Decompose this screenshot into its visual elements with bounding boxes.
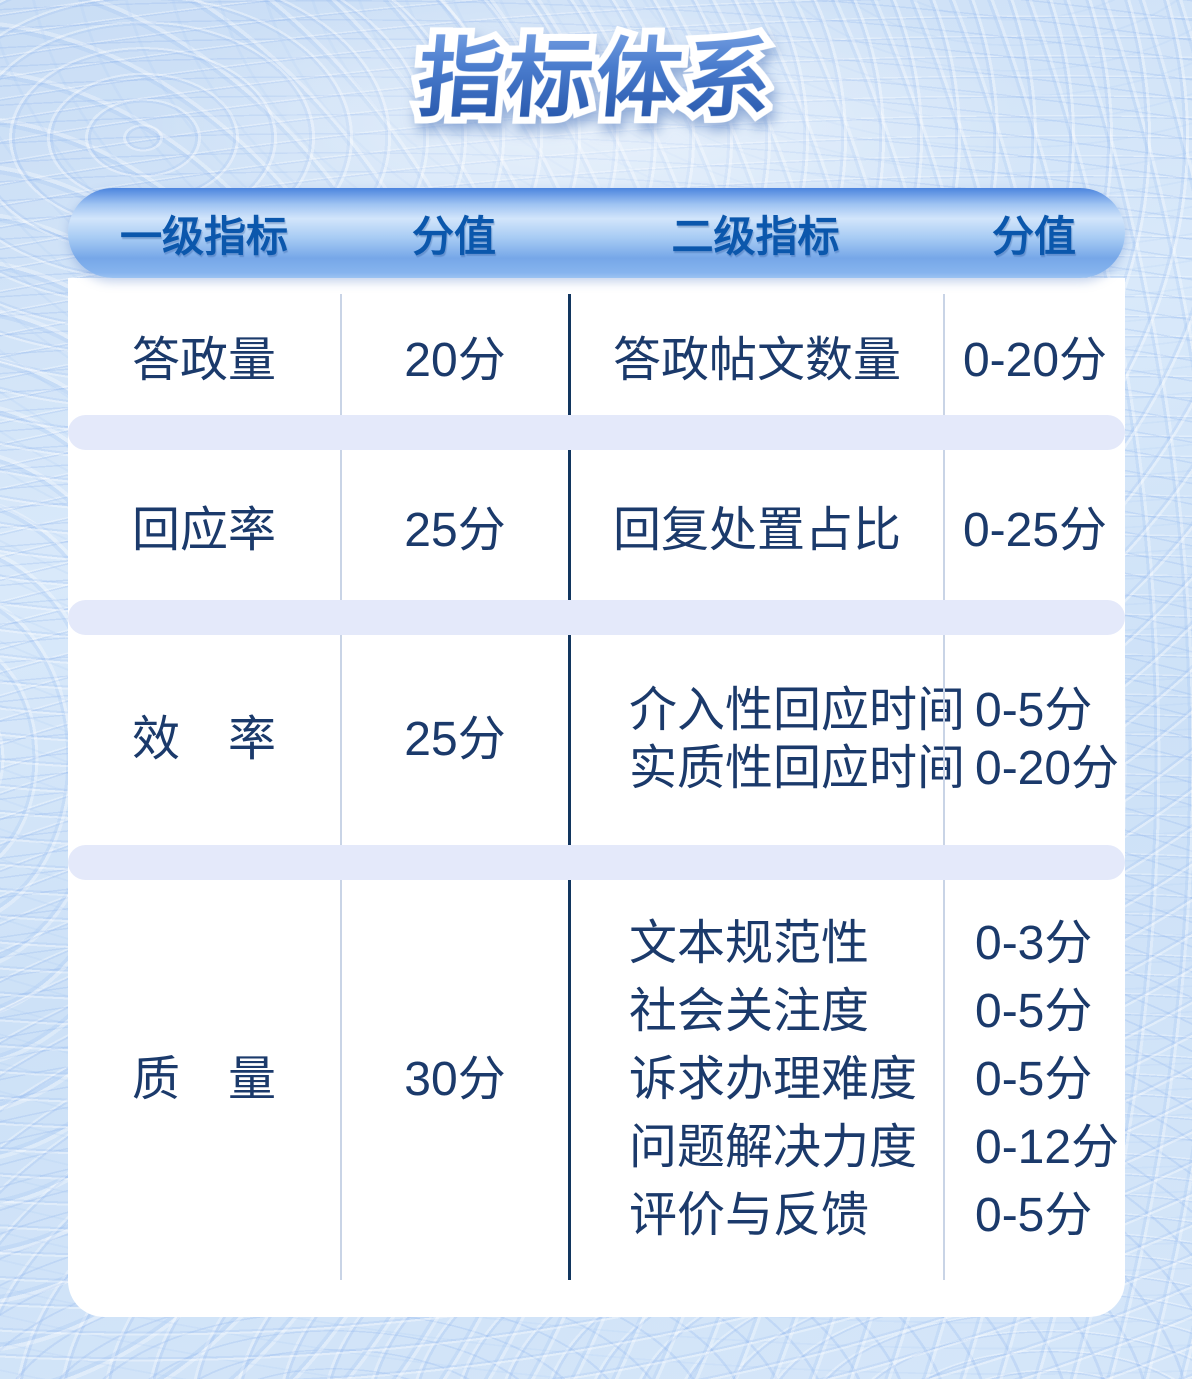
level1-score-value: 20分 [404, 333, 506, 387]
page-title-block: 指标体系 指标体系 [407, 24, 785, 136]
level1-score-cell: 30分 [340, 880, 568, 1280]
level2-indicator-label: 诉求办理难度 [629, 1053, 918, 1106]
level2-indicator-cell: 回复处置占比 [568, 450, 943, 600]
col-header-level2-indicator: 二级指标 [671, 212, 840, 260]
level2-indicator-label: 回复处置占比 [612, 504, 901, 557]
level2-indicator-cell: 答政帖文数量 [568, 294, 943, 415]
col-header-level2-score: 分值 [991, 212, 1076, 260]
level1-score-value: 30分 [404, 1053, 506, 1106]
level2-score-value: 0-5分 [975, 1189, 1093, 1242]
row-separator [68, 415, 1125, 450]
level2-score-value: 0-25分 [962, 504, 1108, 557]
level2-indicator-label: 社会关注度 [629, 985, 870, 1038]
table-row: 答政量 20分 答政帖文数量 0-20分 [68, 294, 1125, 415]
level1-score-cell: 25分 [340, 450, 568, 600]
level1-indicator-label: 回应率 [131, 504, 276, 557]
level2-indicator-label: 答政帖文数量 [612, 333, 901, 387]
level2-indicator-cell: 文本规范性社会关注度诉求办理难度 问题解决力度 评价与反馈 [568, 880, 943, 1280]
page-header: 指标体系 指标体系 [0, 24, 1192, 136]
level1-score-value: 25分 [404, 504, 506, 557]
level1-indicator-label: 效 率 [131, 713, 276, 766]
level2-indicator-label: 评价与反馈 [629, 1189, 870, 1242]
level1-indicator-cell: 答政量 [68, 294, 340, 415]
row-separator [68, 600, 1125, 635]
level1-score-cell: 20分 [340, 294, 568, 415]
row-separator [68, 845, 1125, 880]
indicator-table: 一级指标 分值 二级指标 分值 答政量 20分 答政帖文数量 0-20分 回应率 25分回… [68, 188, 1125, 1317]
level2-indicator-cell: 介入性回应时间 实质性回应时间 [568, 635, 965, 845]
level2-indicator-label: 实质性回应时间 [629, 742, 966, 795]
level2-score-value: 0-20分 [975, 742, 1120, 795]
level1-score-value: 25分 [404, 713, 506, 766]
col-header-level1-score: 分值 [411, 212, 496, 260]
level2-score-value: 0-12分 [975, 1121, 1120, 1174]
page-title: 指标体系 [413, 24, 779, 136]
table-row: 质 量 30分 文本规范性社会关注度诉求办理难度 问题解决力度 评价与反馈 0-3分 0-5… [68, 880, 1125, 1280]
level2-score-value: 0-5分 [975, 985, 1093, 1038]
level1-indicator-label: 质 量 [131, 1053, 276, 1106]
level2-score-value: 0-3分 [975, 917, 1093, 970]
level2-score-cell: 0-25分 [943, 450, 1125, 600]
table-row: 效 率 25分 介入性回应时间 实质性回应时间 0-5分 0-20分 [68, 635, 1125, 845]
level2-indicator-label: 文本规范性 [629, 917, 870, 970]
level1-indicator-cell: 回应率 [68, 450, 340, 600]
level2-indicator-label: 介入性回应时间 [629, 684, 966, 737]
level2-score-cell: 0-5分 0-20分 [943, 635, 1125, 845]
level2-indicator-label: 问题解决力度 [629, 1121, 918, 1174]
table-body: 答政量 20分 答政帖文数量 0-20分 回应率 25分 回复处置占比 0-25分效 率 25分… [68, 278, 1125, 1317]
level1-indicator-cell: 效 率 [68, 635, 340, 845]
level1-indicator-cell: 质 量 [68, 880, 340, 1280]
level2-score-value: 0-20分 [962, 333, 1108, 387]
level2-score-cell: 0-3分 0-5分 0-5分 0-12分 0-5分 [943, 880, 1125, 1280]
level1-indicator-label: 答政量 [131, 333, 276, 387]
col-header-level1-indicator: 一级指标 [119, 212, 288, 260]
table-header-row: 一级指标 分值 二级指标 分值 [68, 188, 1125, 278]
level2-score-value: 0-5分 [975, 684, 1093, 737]
table-row: 回应率 25分 回复处置占比 0-25分 [68, 450, 1125, 600]
level2-score-cell: 0-20分 [943, 294, 1125, 415]
level1-score-cell: 25分 [340, 635, 568, 845]
level2-score-value: 0-5分 [975, 1053, 1093, 1106]
